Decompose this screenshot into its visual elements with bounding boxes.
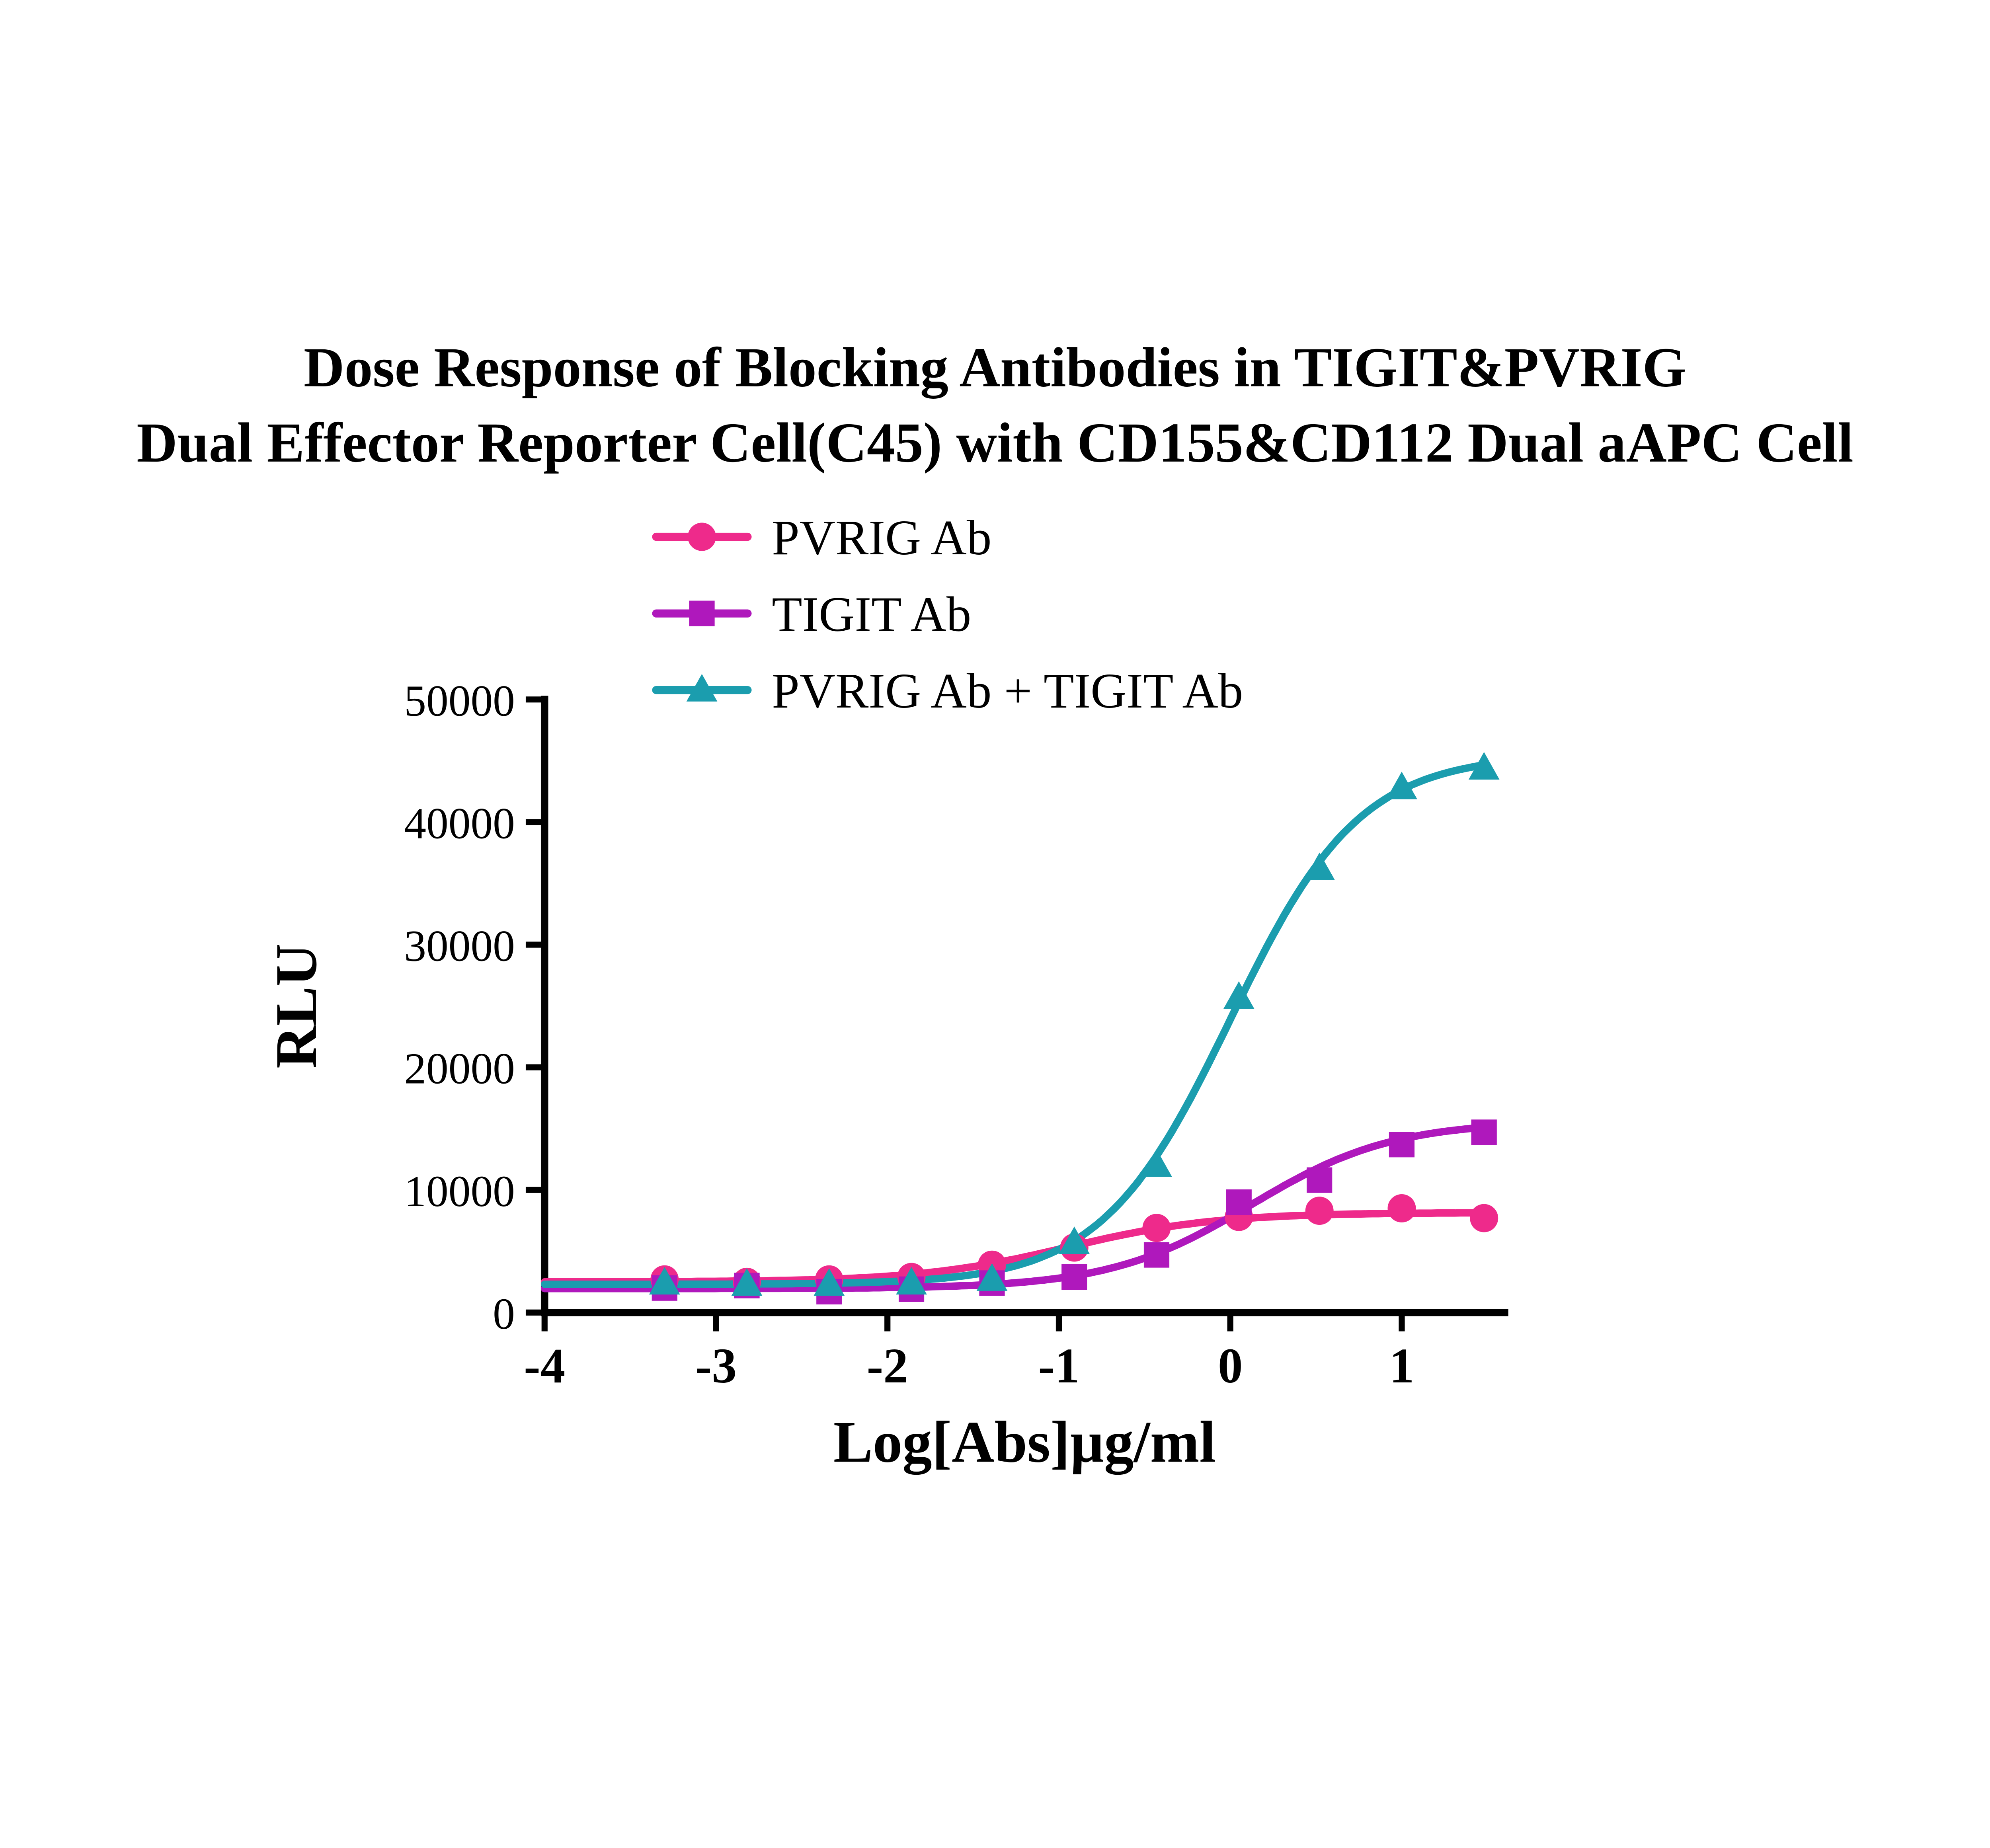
data-point-pvrig-ab-tigit-ab [1059,1226,1090,1254]
legend-item-pvrig-ab: PVRIG Ab [652,511,991,565]
x-axis-label: Log[Abs]µg/ml [833,1409,1216,1475]
x-tick-label: 1 [1389,1339,1414,1394]
y-tick-label: 20000 [404,1045,515,1094]
data-point-pvrig-ab [1142,1214,1171,1242]
data-point-tigit-ab [1389,1132,1415,1158]
legend-item-tigit-ab: TIGIT Ab [652,587,971,642]
data-point-pvrig-ab [1470,1204,1498,1232]
axes: 0 10000 20000 30000 40000 50000 -4 -3 -2 -1 0 1 [404,676,1508,1394]
chart-legend: PVRIG Ab TIGIT Ab PVRIG Ab + TIGIT Ab [652,511,1243,719]
data-point-pvrig-ab-tigit-ab [1141,1149,1172,1177]
series-curve-pvrig-ab-tigit-ab [540,761,1488,1288]
chart-title-line2: Dual Effector Reporter Cell(C45) with CD… [137,411,1853,474]
legend-label-pvrig-ab-tigit-ab: PVRIG Ab + TIGIT Ab [772,664,1243,719]
chart-title-line1: Dose Response of Blocking Antibodies in … [304,336,1686,399]
y-tick-label: 0 [493,1290,515,1339]
data-point-pvrig-ab-tigit-ab [1386,772,1417,799]
data-point-tigit-ab [1226,1189,1252,1215]
x-tick-label: -4 [524,1339,565,1394]
data-point-pvrig-ab [1387,1194,1416,1222]
y-tick-label: 40000 [404,799,515,848]
series-curve-pvrig-ab [540,1209,1488,1286]
data-point-pvrig-ab-tigit-ab [1468,752,1500,780]
data-point-pvrig-ab-tigit-ab [896,1267,927,1295]
y-tick-label: 50000 [404,676,515,725]
y-tick-label: 10000 [404,1167,515,1216]
fitted-curves [540,761,1488,1292]
x-tick-label: -3 [695,1339,737,1394]
data-point-pvrig-ab-tigit-ab [814,1268,845,1296]
series-curve-tigit-ab [540,1123,1488,1292]
legend-marker-triangle-icon [686,674,718,702]
y-tick-label: 30000 [404,922,515,971]
data-point-pvrig-ab [1305,1197,1334,1225]
data-point-tigit-ab [1471,1119,1497,1145]
data-point-pvrig-ab-tigit-ab [1304,852,1335,880]
x-tick-label: -2 [867,1339,908,1394]
data-points [649,752,1500,1305]
legend-marker-circle-icon [688,522,716,551]
legend-marker-square-icon [689,600,715,626]
data-point-pvrig-ab-tigit-ab [731,1268,763,1296]
legend-item-pvrig-ab-tigit-ab: PVRIG Ab + TIGIT Ab [652,664,1243,719]
x-tick-label: -1 [1038,1339,1079,1394]
y-axis-label: RLU [264,943,329,1068]
data-point-tigit-ab [1307,1167,1333,1193]
legend-label-pvrig-ab: PVRIG Ab [772,511,991,565]
data-point-pvrig-ab-tigit-ab [649,1267,680,1295]
data-point-pvrig-ab-tigit-ab [1223,981,1254,1009]
legend-label-tigit-ab: TIGIT Ab [772,587,971,642]
data-point-tigit-ab [1143,1242,1170,1268]
x-tick-label: 0 [1218,1339,1243,1394]
data-point-tigit-ab [1061,1264,1087,1290]
data-point-pvrig-ab-tigit-ab [976,1263,1008,1291]
